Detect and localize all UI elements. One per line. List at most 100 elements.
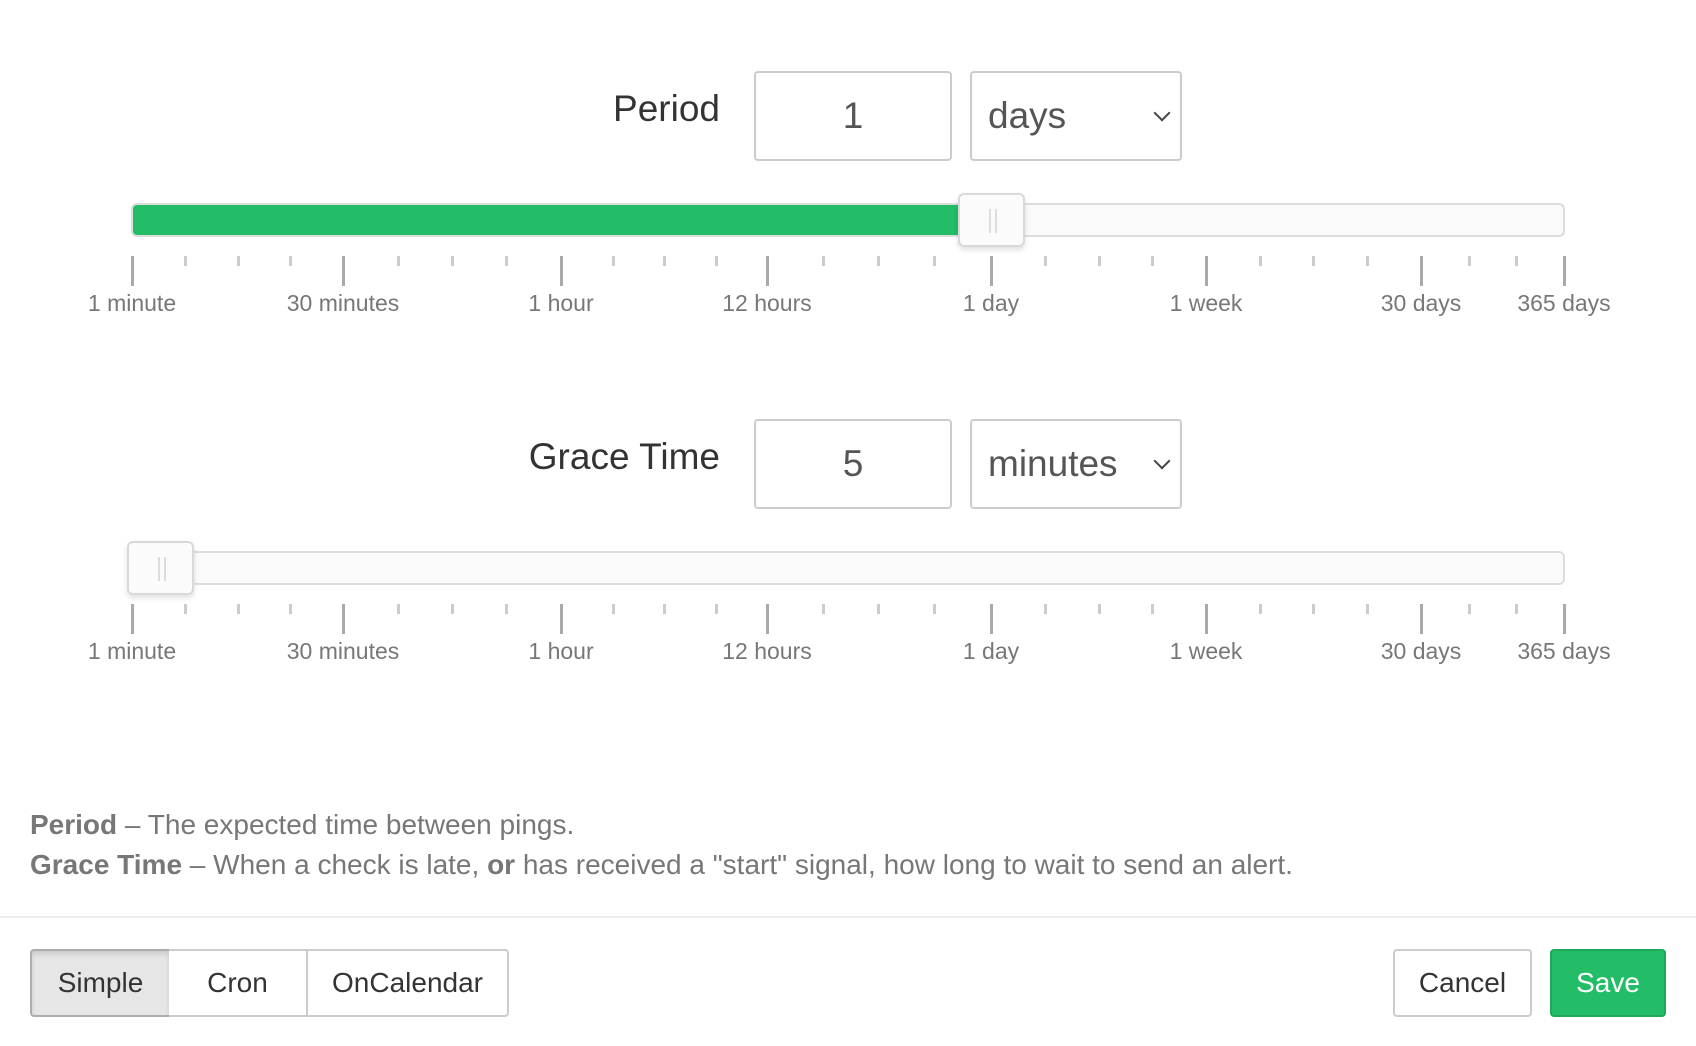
major-tick [989,256,993,286]
minor-tick [1043,604,1047,614]
minor-tick [1150,604,1154,614]
minor-tick [932,256,936,266]
tab-oncalendar[interactable]: OnCalendar [306,949,509,1017]
chevron-down-icon [1153,104,1171,122]
minor-tick [1258,256,1262,266]
minor-tick [1150,256,1154,266]
chevron-down-icon [1153,452,1171,470]
tick-label: 1 hour [528,290,594,316]
minor-tick [236,256,240,266]
grace-value-input[interactable]: 5 [754,419,952,509]
minor-tick [1097,256,1101,266]
tick-label: 365 days [1517,290,1611,316]
tick-label: 1 minute [87,638,177,664]
period-term: Period [30,809,118,840]
minor-tick [1043,256,1047,266]
major-tick [559,256,563,286]
major-tick [1419,256,1423,286]
minor-tick [714,256,718,266]
period-description: – The expected time between pings. [117,809,575,840]
minor-tick [1311,256,1315,266]
major-tick [1562,604,1566,634]
grace-or: or [487,849,516,880]
grace-description-1: – When a check is late, [182,849,488,880]
minor-tick [611,604,615,614]
major-tick [130,256,134,286]
minor-tick [288,604,292,614]
period-slider-handle[interactable] [958,193,1025,247]
period-slider-fill [133,205,978,235]
period-value-input[interactable]: 1 [754,71,952,161]
minor-tick [611,256,615,266]
minor-tick [450,256,454,266]
minor-tick [662,604,666,614]
minor-tick [1365,256,1369,266]
period-unit-select[interactable]: days [970,71,1182,161]
minor-tick [288,256,292,266]
tick-label: 1 week [1169,290,1243,316]
minor-tick [876,256,880,266]
period-help: Period – The expected time between pings… [30,809,574,841]
major-tick [765,604,769,634]
major-tick [765,256,769,286]
minor-tick [714,604,718,614]
minor-tick [662,256,666,266]
major-tick [559,604,563,634]
minor-tick [1311,604,1315,614]
tick-label: 12 hours [722,638,812,664]
minor-tick [183,604,187,614]
tab-simple[interactable]: Simple [30,949,171,1017]
footer-divider [0,916,1696,918]
period-label: Period [613,88,720,129]
minor-tick [1467,256,1471,266]
period-unit-value: days [988,95,1067,136]
grace-slider-handle[interactable] [127,541,194,595]
grace-term: Grace Time [30,849,183,880]
grace-unit-value: minutes [988,443,1118,484]
grace-unit-select[interactable]: minutes [970,419,1182,509]
tick-label: 365 days [1517,638,1611,664]
grace-slider[interactable] [131,551,1565,585]
minor-tick [1514,604,1518,614]
grace-description-2: has received a "start" signal, how long … [515,849,1293,880]
major-tick [1204,604,1208,634]
minor-tick [1365,604,1369,614]
major-tick [1562,256,1566,286]
tab-cron[interactable]: Cron [169,949,308,1017]
major-tick [130,604,134,634]
minor-tick [1467,604,1471,614]
tick-label: 1 day [962,290,1020,316]
minor-tick [932,604,936,614]
tick-label: 12 hours [722,290,812,316]
minor-tick [1097,604,1101,614]
minor-tick [450,604,454,614]
major-tick [341,256,345,286]
minor-tick [396,256,400,266]
minor-tick [1514,256,1518,266]
tick-label: 30 minutes [286,290,400,316]
tick-label: 1 hour [528,638,594,664]
grace-help: Grace Time – When a check is late, or ha… [30,849,1293,881]
minor-tick [821,256,825,266]
major-tick [989,604,993,634]
tick-label: 1 day [962,638,1020,664]
minor-tick [396,604,400,614]
save-button[interactable]: Save [1550,949,1666,1017]
minor-tick [876,604,880,614]
minor-tick [183,256,187,266]
major-tick [341,604,345,634]
minor-tick [1258,604,1262,614]
major-tick [1419,604,1423,634]
major-tick [1204,256,1208,286]
tick-label: 30 days [1380,638,1462,664]
grace-label: Grace Time [528,436,720,477]
minor-tick [504,604,508,614]
cancel-button[interactable]: Cancel [1393,949,1532,1017]
tick-label: 1 week [1169,638,1243,664]
minor-tick [504,256,508,266]
minor-tick [821,604,825,614]
minor-tick [236,604,240,614]
tick-label: 30 minutes [286,638,400,664]
tick-label: 1 minute [87,290,177,316]
period-slider[interactable] [131,203,1565,237]
